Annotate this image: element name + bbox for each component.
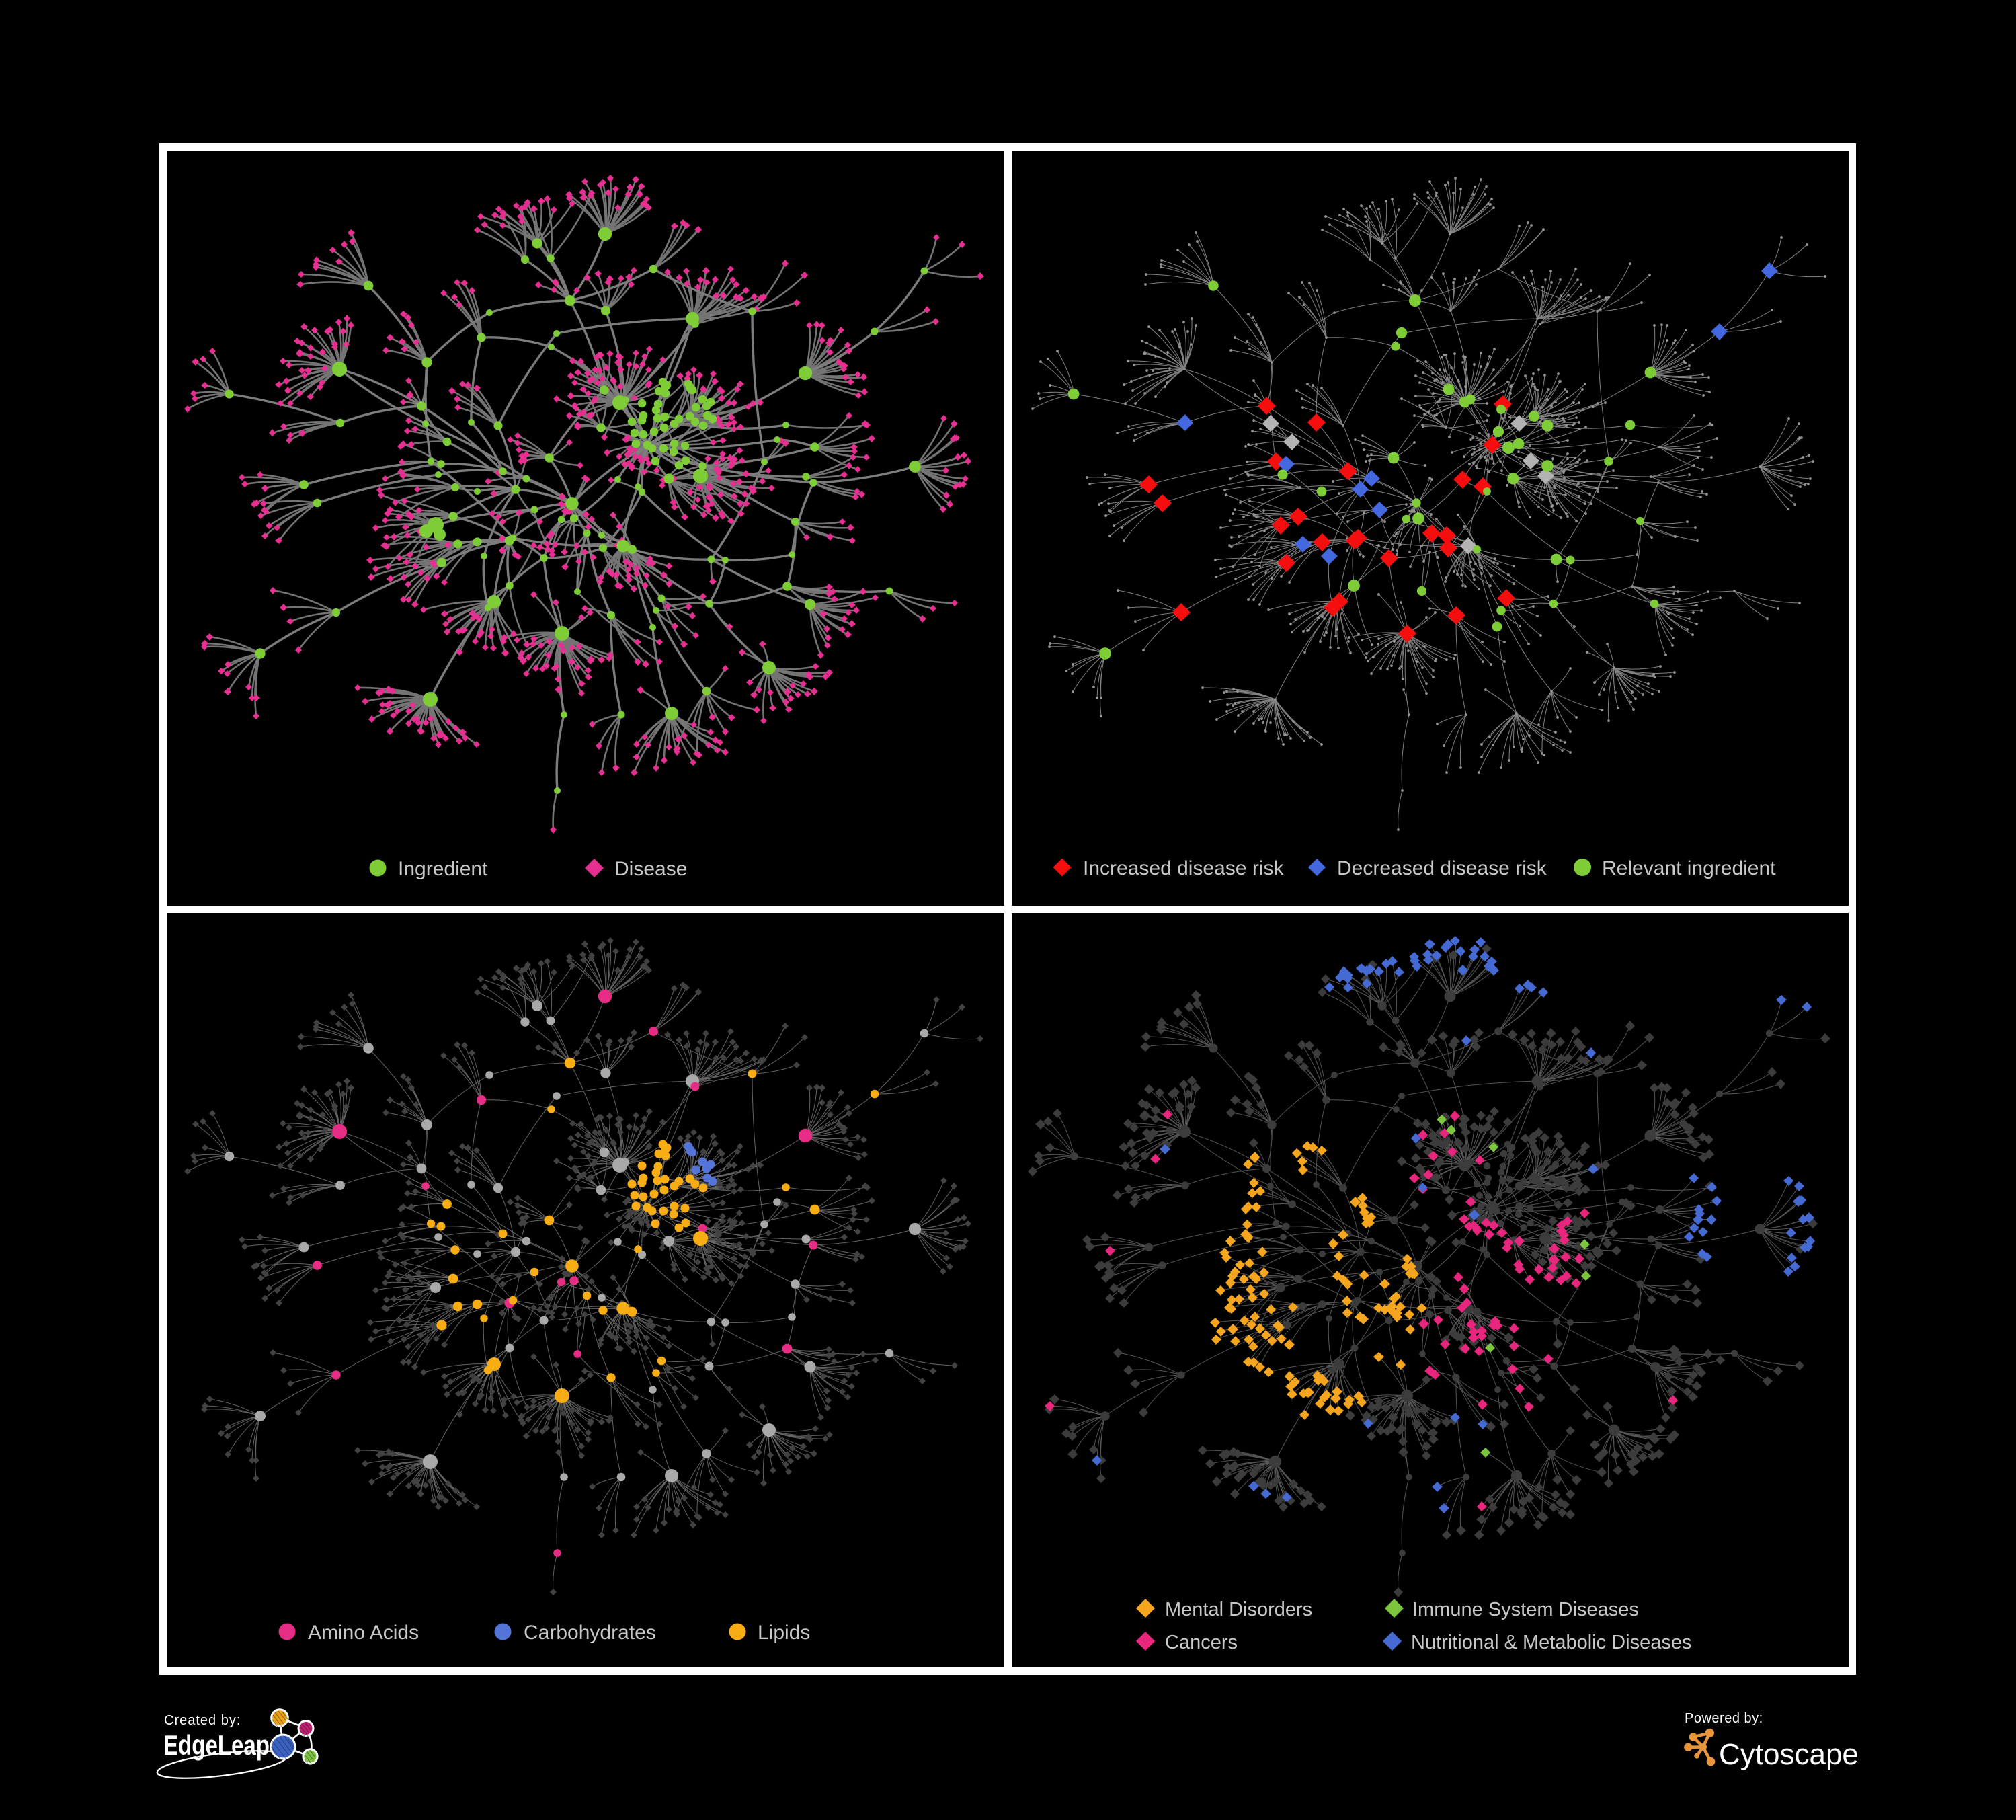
svg-text:EdgeLeap: EdgeLeap — [163, 1729, 270, 1761]
svg-text:Lipids: Lipids — [758, 1622, 810, 1644]
svg-text:Ingredient: Ingredient — [398, 858, 488, 880]
svg-text:Disease: Disease — [614, 858, 687, 880]
svg-text:Mental Disorders: Mental Disorders — [1165, 1599, 1312, 1620]
svg-text:Cytoscape: Cytoscape — [1719, 1738, 1859, 1771]
svg-text:Powered by:: Powered by: — [1685, 1711, 1763, 1726]
svg-text:Amino Acids: Amino Acids — [308, 1622, 419, 1644]
svg-text:Created by:: Created by: — [164, 1713, 241, 1728]
svg-text:Carbohydrates: Carbohydrates — [524, 1622, 656, 1644]
svg-text:Cancers: Cancers — [1165, 1632, 1238, 1653]
svg-text:Relevant ingredient: Relevant ingredient — [1602, 857, 1776, 879]
svg-text:Increased disease risk: Increased disease risk — [1083, 857, 1284, 879]
svg-text:Nutritional & Metabolic Diseas: Nutritional & Metabolic Diseases — [1411, 1632, 1691, 1653]
svg-text:Immune System Diseases: Immune System Diseases — [1412, 1599, 1639, 1620]
svg-text:Decreased disease risk: Decreased disease risk — [1337, 857, 1547, 879]
